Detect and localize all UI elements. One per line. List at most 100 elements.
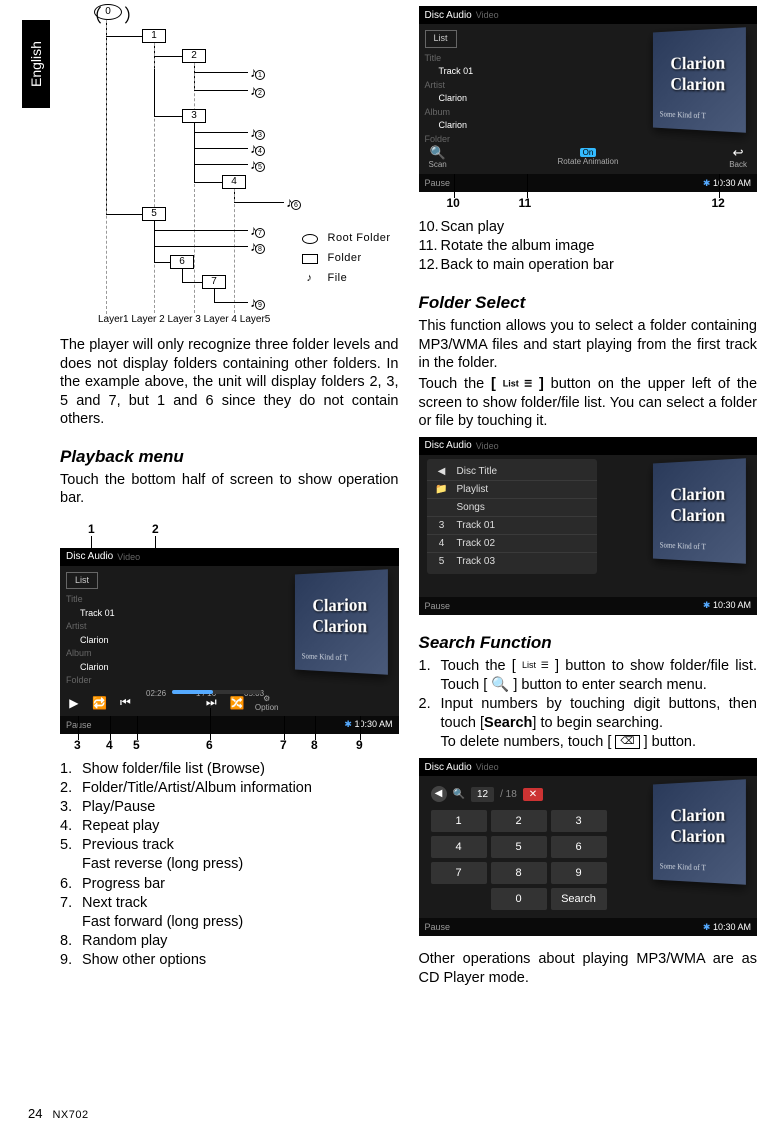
- search-bar: ◀ 🔍 12 / 18 ✕: [431, 786, 544, 802]
- album-art: ClarionClarion Some Kind of T: [653, 458, 746, 563]
- artist-value: Clarion: [66, 634, 115, 648]
- tab-video[interactable]: Video: [476, 10, 499, 20]
- key-4[interactable]: 4: [431, 836, 487, 858]
- callouts-bottom: 3 4 5 6 7 8 9: [60, 738, 399, 754]
- end-paragraph: Other operations about playing MP3/WMA a…: [419, 950, 758, 987]
- file-5: ♪5: [250, 156, 265, 172]
- label-artist: Artist: [66, 620, 115, 634]
- callouts-bottom-wrap: 3 4 5 6 7 8 9: [60, 738, 399, 760]
- heading-playback: Playback menu: [60, 447, 399, 467]
- screenshot-options: Disc Audio Video List Title Track 01 Art…: [419, 6, 758, 192]
- folder-2: 2: [182, 49, 206, 63]
- list-icon: List ☰: [522, 660, 549, 670]
- label-album: Album: [66, 647, 115, 661]
- back-option[interactable]: ↩Back: [729, 145, 747, 170]
- page-content: （ 0 ） 1 2 ♪1 ♪2 3 ♪3: [60, 0, 757, 1099]
- list-button[interactable]: List: [66, 572, 98, 590]
- prev-track-button[interactable]: ⏮: [118, 695, 134, 710]
- label-folder: Folder: [66, 674, 115, 688]
- file-8: ♪8: [250, 238, 265, 254]
- playback-legend-list: 1.Show folder/file list (Browse) 2.Folde…: [60, 760, 399, 970]
- left-column: （ 0 ） 1 2 ♪1 ♪2 3 ♪3: [60, 0, 399, 1099]
- file-6: ♪6: [286, 194, 301, 210]
- folder-7: 7: [202, 275, 226, 289]
- search-total: / 18: [500, 789, 517, 800]
- callouts-options-wrap: 10 11 12: [419, 196, 758, 218]
- tree-paragraph: The player will only recognize three fol…: [60, 336, 399, 429]
- root-icon: [302, 234, 318, 244]
- folder-1: 1: [142, 29, 166, 43]
- model-number: NX702: [52, 1109, 88, 1121]
- page-footer: 24 NX702: [28, 1106, 89, 1121]
- album-art: ClarionClarion Some Kind of T: [653, 27, 746, 132]
- key-5[interactable]: 5: [491, 836, 547, 858]
- album-art: ClarionClarion Some Kind of T: [294, 569, 387, 674]
- folder-select-p1: This function allows you to select a fol…: [419, 317, 758, 373]
- file-7: ♪7: [250, 222, 265, 238]
- panel-back[interactable]: ◀Disc Title: [427, 463, 597, 480]
- panel-track-03[interactable]: 5Track 03: [427, 552, 597, 570]
- key-3[interactable]: 3: [551, 810, 607, 832]
- folder-6: 6: [170, 255, 194, 269]
- file-4: ♪4: [250, 140, 265, 156]
- panel-track-01[interactable]: 3Track 01: [427, 516, 597, 534]
- key-8[interactable]: 8: [491, 862, 547, 884]
- right-column: Disc Audio Video List Title Track 01 Art…: [419, 0, 758, 1099]
- page-number: 24: [28, 1106, 42, 1121]
- next-track-button[interactable]: ⏭: [203, 695, 219, 710]
- tab-video[interactable]: Video: [117, 552, 140, 562]
- folder-5: 5: [142, 207, 166, 221]
- panel-track-02[interactable]: 4Track 02: [427, 534, 597, 552]
- search-keypad: 1 2 3 4 5 6 7 8 9 0 Search: [431, 810, 607, 910]
- language-tab: English: [22, 20, 50, 108]
- album-value: Clarion: [66, 661, 115, 675]
- list-button[interactable]: List: [425, 30, 457, 48]
- file-2: ♪2: [250, 82, 265, 98]
- folder-icon: [302, 254, 318, 264]
- play-pause-button[interactable]: ▶: [66, 696, 82, 710]
- layer-labels: Layer1 Layer 2 Layer 3 Layer 4 Layer5: [98, 314, 270, 325]
- root-node: 0: [94, 4, 122, 20]
- key-6[interactable]: 6: [551, 836, 607, 858]
- delete-button[interactable]: ✕: [523, 788, 543, 801]
- key-search[interactable]: Search: [551, 888, 607, 910]
- track-title: Track 01: [66, 607, 115, 621]
- panel-playlist[interactable]: 📁Playlist: [427, 480, 597, 498]
- folder-tree-diagram: （ 0 ） 1 2 ♪1 ♪2 3 ♪3: [98, 4, 399, 334]
- key-0[interactable]: 0: [491, 888, 547, 910]
- shuffle-button[interactable]: 🔀: [229, 696, 245, 710]
- key-7[interactable]: 7: [431, 862, 487, 884]
- heading-folder-select: Folder Select: [419, 293, 758, 313]
- file-icon: ♪: [302, 269, 318, 289]
- folder-4: 4: [222, 175, 246, 189]
- key-9[interactable]: 9: [551, 862, 607, 884]
- search-icon: 🔍: [491, 677, 509, 693]
- tab-disc-audio[interactable]: Disc Audio: [425, 10, 472, 21]
- label-title: Title: [66, 593, 115, 607]
- options-legend-list: 10.Scan play 11.Rotate the album image 1…: [419, 218, 758, 275]
- panel-songs[interactable]: Songs: [427, 498, 597, 516]
- heading-search: Search Function: [419, 633, 758, 653]
- diagram-legend: Root Folder Folder ♪File: [302, 229, 391, 288]
- callouts-top: 1 2: [60, 522, 399, 542]
- option-button[interactable]: ⚙Option: [255, 694, 279, 712]
- search-instruction-list: 1. Touch the [ List ☰ ] button to show f…: [419, 657, 758, 753]
- key-2[interactable]: 2: [491, 810, 547, 832]
- scan-option[interactable]: 🔍Scan: [429, 145, 447, 170]
- search-query[interactable]: 12: [471, 787, 494, 802]
- tab-disc-audio[interactable]: Disc Audio: [66, 551, 113, 562]
- screenshot-folder-select: Disc Audio Video ◀Disc Title 📁Playlist S…: [419, 437, 758, 615]
- playback-intro: Touch the bottom half of screen to show …: [60, 471, 399, 508]
- file-9: ♪9: [250, 294, 265, 310]
- file-1: ♪1: [250, 64, 265, 80]
- screenshot-search: Disc Audio Video ◀ 🔍 12 / 18 ✕ 1 2 3 4 5…: [419, 758, 758, 936]
- file-3: ♪3: [250, 124, 265, 140]
- callouts-options: 10 11 12: [419, 196, 758, 212]
- key-1[interactable]: 1: [431, 810, 487, 832]
- repeat-button[interactable]: 🔁: [92, 696, 108, 710]
- list-icon: List ☰: [503, 378, 532, 388]
- album-art: ClarionClarion Some Kind of T: [653, 780, 746, 885]
- back-arrow[interactable]: ◀: [431, 786, 447, 802]
- delete-icon: ⌫: [615, 735, 639, 749]
- rotate-option[interactable]: OnRotate Animation: [558, 148, 619, 167]
